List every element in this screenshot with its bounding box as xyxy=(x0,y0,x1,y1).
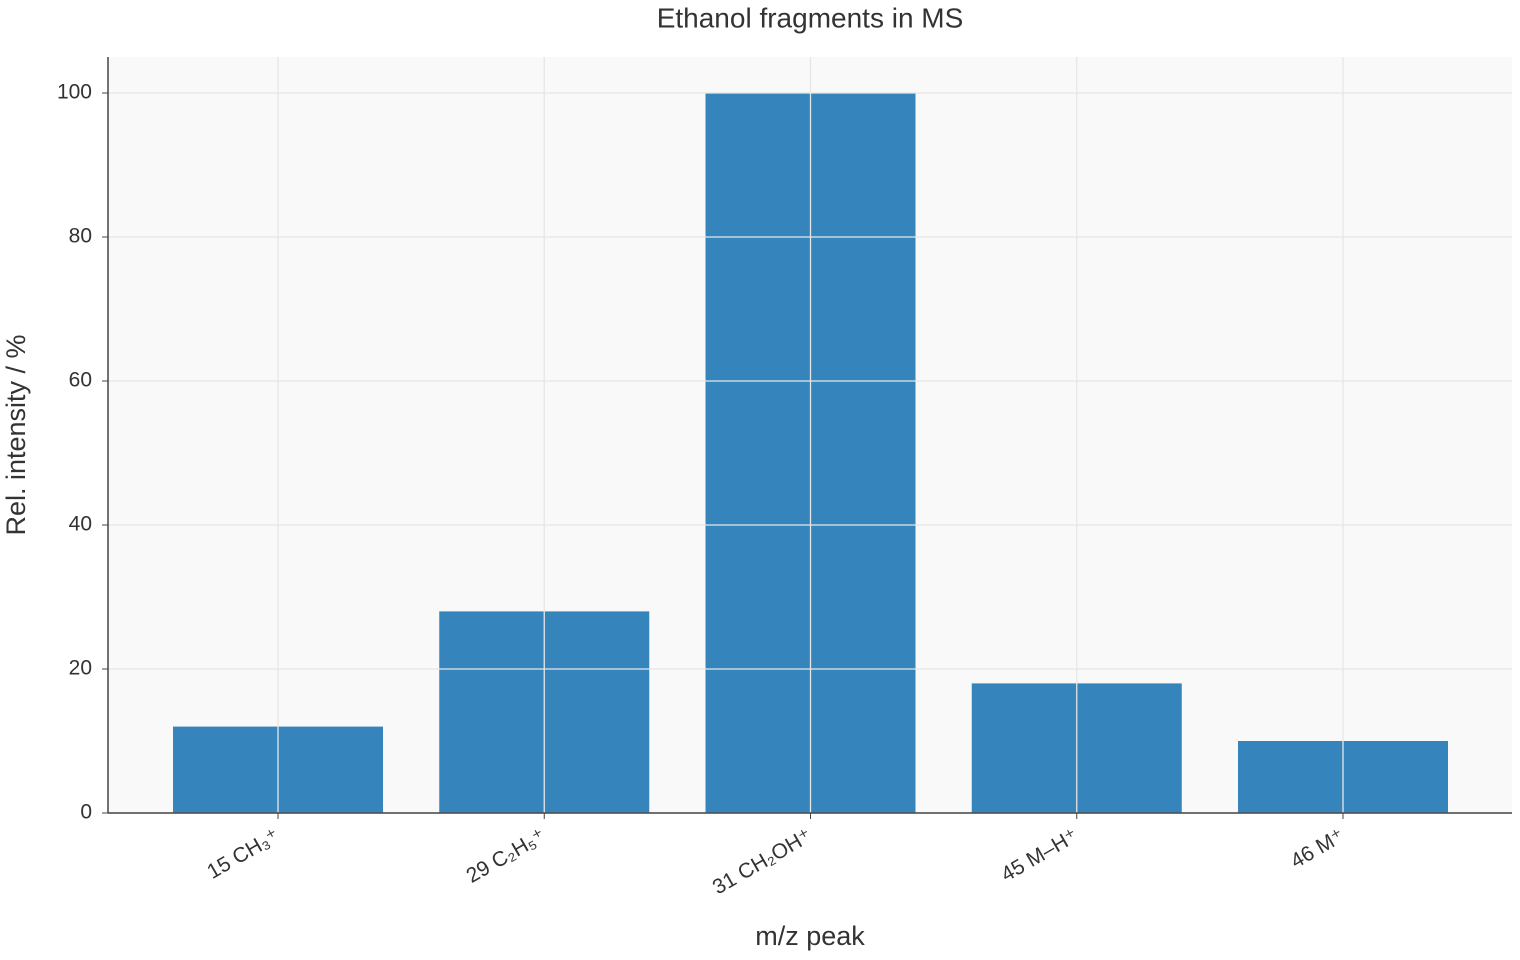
chart-title: Ethanol fragments in MS xyxy=(657,2,964,33)
x-tick-label: 46 M⁺ xyxy=(1287,824,1349,873)
y-tick-label: 40 xyxy=(69,513,92,536)
x-tick-label: 45 M–H⁺ xyxy=(997,824,1082,886)
x-tick-label: 31 CH₂OH⁺ xyxy=(709,824,816,899)
x-tick-label: 15 CH₃⁺ xyxy=(203,824,283,884)
x-tick-label: 29 C₂H₅⁺ xyxy=(462,824,549,888)
y-tick-label: 20 xyxy=(69,657,92,680)
y-tick-label: 0 xyxy=(80,801,92,824)
x-axis-label: m/z peak xyxy=(755,921,865,951)
y-tick-label: 60 xyxy=(69,369,92,392)
y-tick-label: 100 xyxy=(57,81,92,104)
y-axis-label: Rel. intensity / % xyxy=(1,334,31,535)
y-tick-label: 80 xyxy=(69,225,92,248)
